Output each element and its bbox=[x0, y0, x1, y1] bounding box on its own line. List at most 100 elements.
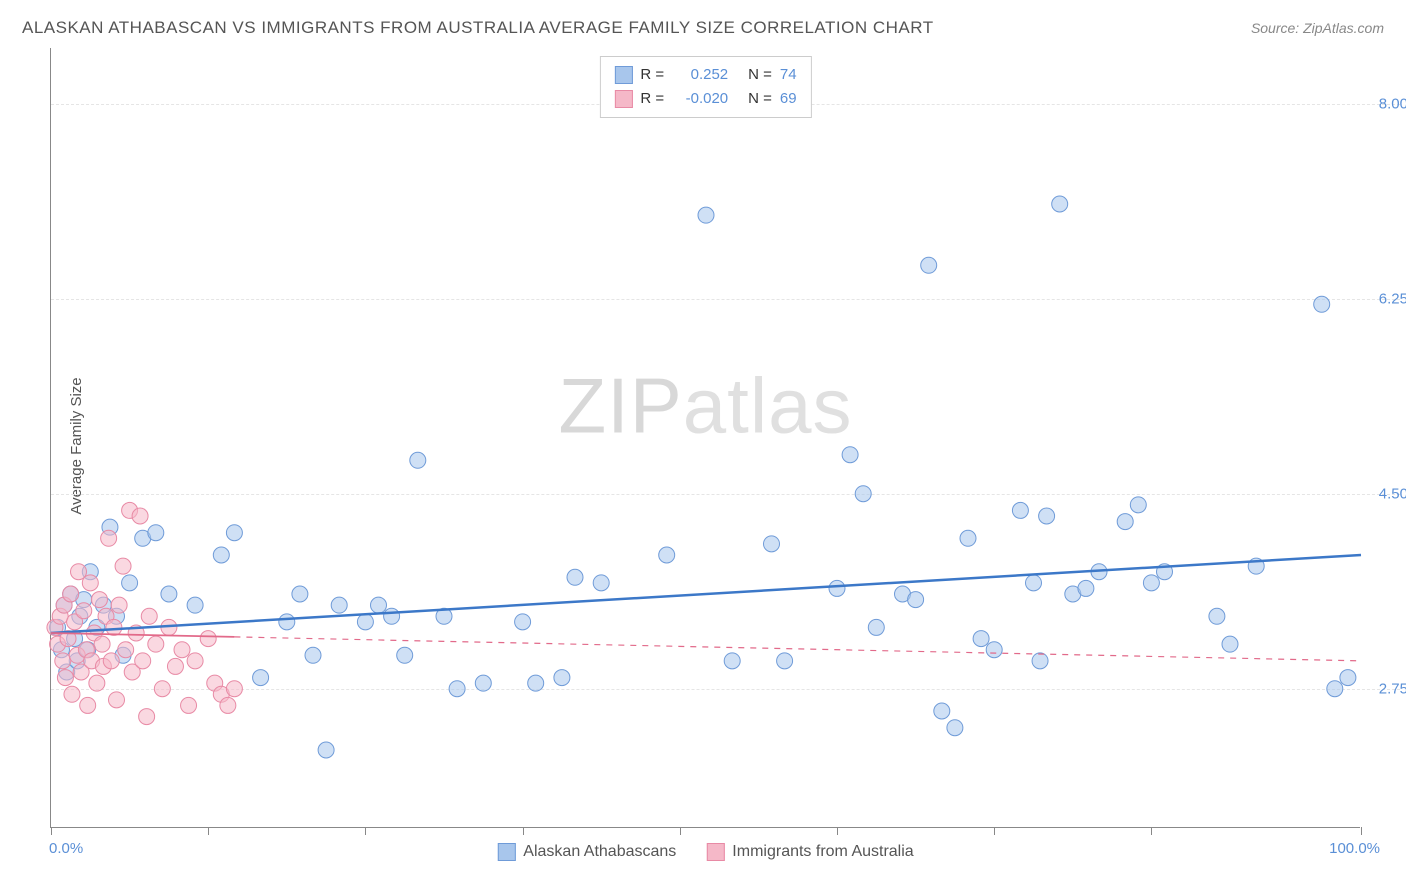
data-point bbox=[908, 592, 924, 608]
data-point bbox=[475, 675, 491, 691]
data-point bbox=[1327, 681, 1343, 697]
stats-legend: R =0.252N =74R =-0.020N =69 bbox=[599, 56, 811, 118]
data-point bbox=[200, 631, 216, 647]
data-point bbox=[305, 647, 321, 663]
data-point bbox=[593, 575, 609, 591]
data-point bbox=[934, 703, 950, 719]
data-point bbox=[213, 547, 229, 563]
data-point bbox=[132, 508, 148, 524]
data-point bbox=[397, 647, 413, 663]
legend-swatch bbox=[614, 90, 632, 108]
source-attribution: Source: ZipAtlas.com bbox=[1251, 20, 1384, 36]
data-point bbox=[318, 742, 334, 758]
x-axis-min-label: 0.0% bbox=[49, 840, 83, 857]
data-point bbox=[960, 530, 976, 546]
y-tick-label: 8.00 bbox=[1379, 95, 1406, 112]
legend-item: Alaskan Athabascans bbox=[497, 843, 676, 861]
data-point bbox=[1078, 580, 1094, 596]
data-point bbox=[101, 530, 117, 546]
data-point bbox=[1209, 608, 1225, 624]
y-tick-label: 6.25 bbox=[1379, 290, 1406, 307]
data-point bbox=[1130, 497, 1146, 513]
legend-swatch bbox=[706, 843, 724, 861]
data-point bbox=[829, 580, 845, 596]
y-tick-label: 4.50 bbox=[1379, 485, 1406, 502]
data-point bbox=[764, 536, 780, 552]
trend-line bbox=[51, 555, 1361, 633]
x-tick bbox=[680, 827, 681, 835]
legend-item: Immigrants from Australia bbox=[706, 843, 913, 861]
data-point bbox=[554, 670, 570, 686]
data-point bbox=[1340, 670, 1356, 686]
data-point bbox=[1222, 636, 1238, 652]
data-point bbox=[154, 681, 170, 697]
data-point bbox=[515, 614, 531, 630]
data-point bbox=[384, 608, 400, 624]
legend-swatch bbox=[614, 66, 632, 84]
data-point bbox=[371, 597, 387, 613]
data-point bbox=[1314, 296, 1330, 312]
data-point bbox=[187, 653, 203, 669]
data-point bbox=[89, 675, 105, 691]
data-point bbox=[94, 636, 110, 652]
data-point bbox=[921, 257, 937, 273]
data-point bbox=[91, 592, 107, 608]
data-point bbox=[1052, 196, 1068, 212]
data-point bbox=[122, 575, 138, 591]
data-point bbox=[528, 675, 544, 691]
data-point bbox=[1026, 575, 1042, 591]
data-point bbox=[973, 631, 989, 647]
data-point bbox=[55, 653, 71, 669]
data-point bbox=[118, 642, 134, 658]
data-point bbox=[181, 697, 197, 713]
data-point bbox=[357, 614, 373, 630]
data-point bbox=[111, 597, 127, 613]
data-point bbox=[1032, 653, 1048, 669]
stats-legend-row: R =-0.020N =69 bbox=[614, 87, 796, 111]
x-axis-max-label: 100.0% bbox=[1329, 840, 1380, 857]
y-tick-label: 2.75 bbox=[1379, 680, 1406, 697]
data-point bbox=[449, 681, 465, 697]
data-point bbox=[567, 569, 583, 585]
data-point bbox=[777, 653, 793, 669]
data-point bbox=[253, 670, 269, 686]
data-point bbox=[63, 586, 79, 602]
data-point bbox=[187, 597, 203, 613]
data-point bbox=[115, 558, 131, 574]
x-tick bbox=[51, 827, 52, 835]
data-point bbox=[1012, 502, 1028, 518]
data-point bbox=[220, 697, 236, 713]
data-point bbox=[148, 525, 164, 541]
data-point bbox=[868, 619, 884, 635]
data-point bbox=[109, 692, 125, 708]
data-point bbox=[174, 642, 190, 658]
data-point bbox=[103, 653, 119, 669]
data-point bbox=[82, 575, 98, 591]
data-point bbox=[947, 720, 963, 736]
data-point bbox=[292, 586, 308, 602]
data-point bbox=[139, 709, 155, 725]
data-point bbox=[842, 447, 858, 463]
legend-swatch bbox=[497, 843, 515, 861]
plot-svg bbox=[51, 48, 1360, 827]
chart-title: ALASKAN ATHABASCAN VS IMMIGRANTS FROM AU… bbox=[22, 18, 934, 38]
data-point bbox=[148, 636, 164, 652]
x-tick bbox=[208, 827, 209, 835]
data-point bbox=[1117, 514, 1133, 530]
data-point bbox=[226, 681, 242, 697]
data-point bbox=[80, 697, 96, 713]
data-point bbox=[161, 586, 177, 602]
series-legend: Alaskan Athabascans Immigrants from Austr… bbox=[497, 843, 913, 861]
data-point bbox=[659, 547, 675, 563]
data-point bbox=[167, 658, 183, 674]
data-point bbox=[1143, 575, 1159, 591]
scatter-plot: ZIPatlas 2.754.506.258.00 0.0% 100.0% R … bbox=[50, 48, 1360, 828]
data-point bbox=[986, 642, 1002, 658]
data-point bbox=[141, 608, 157, 624]
data-point bbox=[226, 525, 242, 541]
data-point bbox=[57, 670, 73, 686]
data-point bbox=[698, 207, 714, 223]
x-tick bbox=[1361, 827, 1362, 835]
data-point bbox=[410, 452, 426, 468]
stats-legend-row: R =0.252N =74 bbox=[614, 63, 796, 87]
